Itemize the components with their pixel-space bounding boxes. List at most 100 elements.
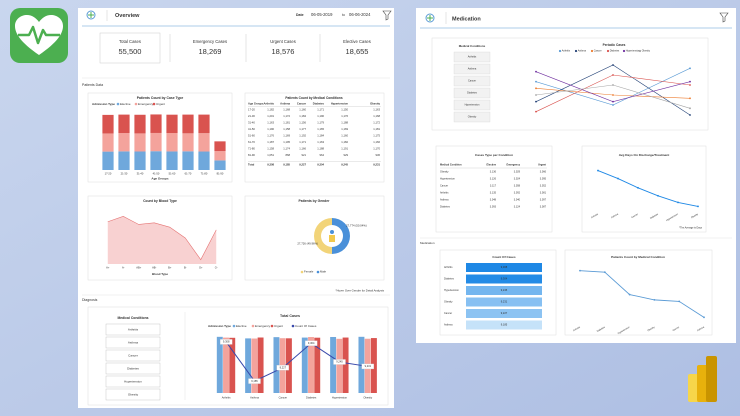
list-item: Cancer	[468, 80, 476, 83]
list-item-box	[105, 362, 161, 375]
date-from: 06-05-2019	[311, 12, 333, 17]
table-cell: 1,166	[373, 140, 380, 144]
legend-swatch	[300, 270, 304, 274]
bar-segment	[150, 151, 162, 170]
table-cell: 3,048	[490, 199, 497, 202]
bar-segment	[182, 151, 194, 170]
table-cell: 1,190	[317, 114, 324, 118]
table-cell: Asthma	[440, 199, 449, 202]
table-cell: Obesity	[440, 171, 449, 174]
table-cell: 1,160	[341, 134, 348, 138]
bar-segment	[134, 151, 146, 170]
table-cell: 1,166	[299, 147, 306, 151]
x-tick-label: Arthritis	[222, 396, 231, 400]
value-cell	[466, 297, 542, 307]
kpi-label: Urgent Cases	[270, 39, 296, 44]
kpi-label: Total Cases	[119, 39, 141, 44]
table-cell: 9,231	[373, 163, 380, 167]
x-tick-label: AB-	[152, 266, 156, 270]
table-cell: 1,168	[283, 108, 290, 112]
x-tick-label: O+	[199, 266, 203, 270]
table-cell: 71-80	[248, 147, 255, 151]
bar-segment	[166, 133, 178, 152]
data-label: 9,231	[365, 364, 372, 368]
legend-swatch	[134, 102, 138, 106]
x-tick-label: Hypertension	[666, 212, 680, 222]
x-tick-label: Obesity	[691, 212, 700, 219]
point	[603, 271, 606, 274]
row-label: Asthma	[444, 324, 453, 327]
x-tick-label: Arthritis	[591, 212, 600, 219]
point	[637, 186, 639, 189]
legend-label: Emergency	[255, 324, 271, 328]
point	[612, 100, 614, 103]
x-tick-label: Arthritis	[573, 325, 582, 332]
x-tick-label: Diabetes	[306, 396, 317, 400]
data-label: 27,774 (50.04%)	[346, 224, 367, 228]
table-cell: 964	[320, 153, 325, 157]
x-tick-label: 51-60	[169, 172, 176, 176]
table-cell: 3,136	[490, 171, 497, 174]
table-cell: 1,187	[267, 140, 274, 144]
table-cell: 1,176	[341, 114, 348, 118]
x-tick-label: B+	[168, 266, 172, 270]
data-label-box	[305, 340, 318, 346]
list-item-box	[453, 99, 491, 111]
date-to-word: to	[342, 13, 345, 17]
point	[535, 110, 537, 113]
data-label: 9,231	[501, 300, 508, 304]
table-cell: 1,195	[283, 140, 290, 144]
bar-segment	[182, 114, 194, 134]
area-line	[107, 216, 217, 261]
table-cell: Arthritis	[440, 192, 449, 195]
bar-segment	[182, 133, 194, 152]
legend-label: Diabetes	[610, 50, 620, 53]
point	[653, 298, 656, 301]
row-label: Cancer	[444, 312, 452, 315]
x-tick-label: Cancer	[672, 326, 680, 332]
table-cell: 1,188	[317, 147, 324, 151]
table-cell: 1,188	[341, 121, 348, 125]
legend-swatch	[590, 49, 594, 53]
list-item-box	[105, 375, 161, 388]
legend-swatch	[152, 102, 156, 106]
bar-segment	[102, 133, 114, 152]
table-cell: 1,184	[299, 114, 306, 118]
table-cell: 3,040	[514, 199, 521, 202]
point	[617, 177, 619, 180]
chart-title: Count Of Cases	[492, 255, 515, 259]
list-item: Diabetes	[127, 366, 139, 370]
legend-swatch	[316, 270, 320, 274]
bar	[330, 336, 337, 393]
filter-icon[interactable]	[382, 10, 392, 21]
x-tick-label: Asthma	[250, 396, 259, 400]
bar-segment	[214, 141, 226, 152]
table-cell: 1,163	[317, 140, 324, 144]
filter-icon[interactable]	[719, 12, 729, 23]
note: *The Average is Days	[679, 227, 703, 230]
table-cell: 1,165	[317, 127, 324, 131]
point	[678, 300, 681, 303]
powerbi-logo	[688, 356, 717, 402]
data-label-box	[276, 365, 289, 371]
table-cell: Hypertension	[331, 102, 349, 106]
value-cell	[466, 309, 542, 318]
bar	[257, 337, 264, 393]
donut-slice	[331, 218, 351, 255]
table-cell: 3,117	[490, 185, 497, 188]
table-cell: Cancer	[440, 185, 448, 188]
bar	[342, 337, 349, 393]
kpi-card-border	[99, 32, 161, 64]
chart-title: Total Cases	[280, 314, 300, 318]
legend-label: Emergency	[138, 102, 154, 106]
table-cell: Arthritis	[264, 102, 275, 106]
page-title: Medication	[452, 16, 481, 22]
legend-swatch	[270, 324, 274, 328]
list-item: Hypertension	[124, 379, 142, 383]
table-cell: 3,024	[514, 178, 521, 181]
bar-segment	[150, 114, 162, 133]
table-cell: Total	[248, 163, 254, 167]
chart-title: Patients by Gender	[299, 199, 331, 203]
bar-segment	[134, 114, 146, 134]
legend-label: Urgent	[274, 324, 283, 328]
